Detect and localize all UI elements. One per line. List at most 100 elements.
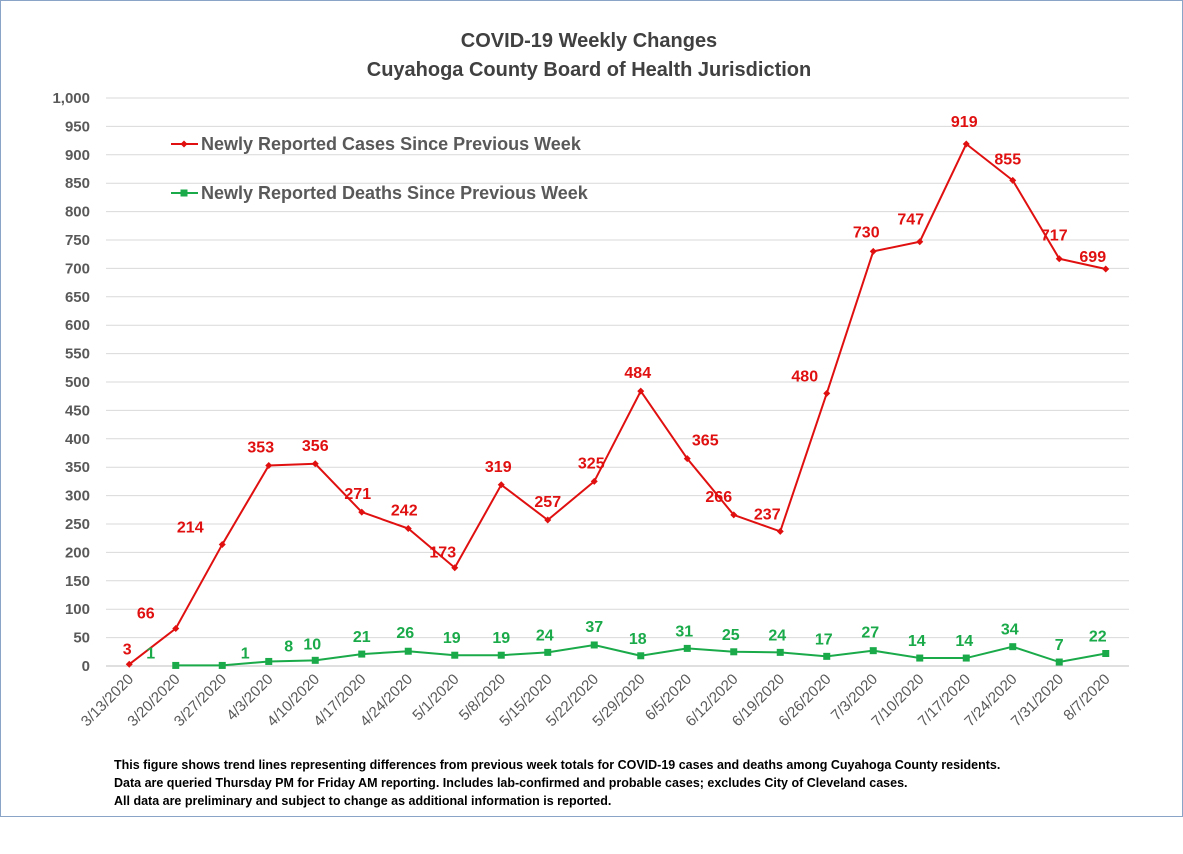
cases-point [1102,265,1110,273]
cases-data-label: 66 [137,606,155,623]
deaths-data-label: 22 [1089,629,1107,646]
deaths-data-label: 24 [768,627,786,644]
y-tick-label: 600 [65,317,90,334]
y-tick-label: 800 [65,204,90,221]
deaths-data-label: 19 [492,630,510,647]
deaths-point [823,652,831,660]
cases-data-label: 214 [177,519,204,536]
cases-data-label: 257 [534,494,561,511]
deaths-data-label: 34 [1001,622,1019,639]
deaths-data-label: 1 [241,645,250,662]
series-group [125,140,1110,669]
y-tick-label: 1,000 [52,90,90,107]
cases-data-label: 747 [897,212,924,229]
footnote-line-3: All data are preliminary and subject to … [114,794,612,808]
legend-marker [180,140,188,148]
legend: Newly Reported Cases Since Previous Week… [171,134,589,203]
deaths-data-label: 26 [396,625,414,642]
y-tick-label: 900 [65,147,90,164]
x-axis: 3/13/20203/20/20203/27/20204/3/20204/10/… [78,671,1114,730]
cases-point [730,511,738,519]
series-line-cases [128,142,1106,666]
gridlines [106,97,1129,667]
chart-frame: COVID-19 Weekly Changes Cuyahoga County … [0,0,1183,817]
deaths-data-label: 14 [955,633,973,650]
deaths-data-label: 7 [1055,637,1064,654]
cases-data-label: 717 [1041,228,1068,245]
deaths-point [1055,658,1063,666]
cases-point [125,660,133,668]
cases-point [916,238,924,246]
y-tick-label: 700 [65,260,90,277]
cases-data-label: 480 [791,368,818,385]
y-tick-label: 300 [65,488,90,505]
deaths-data-label: 1 [146,645,155,662]
y-tick-label: 250 [65,516,90,533]
deaths-point [962,654,970,662]
deaths-point [1102,650,1110,658]
cases-data-label: 730 [853,224,880,241]
cases-point [590,477,598,485]
footnote: This figure shows trend lines representi… [114,756,1000,810]
cases-point [962,140,970,148]
y-tick-label: 350 [65,459,90,476]
deaths-point [637,652,645,660]
deaths-point [544,648,552,656]
y-tick-label: 200 [65,544,90,561]
deaths-point [404,647,412,655]
y-tick-label: 100 [65,601,90,618]
cases-data-label: 356 [302,438,329,455]
x-tick-label: 8/7/2020 [1060,671,1113,724]
deaths-data-label: 10 [303,636,321,653]
cases-point [311,460,319,468]
y-tick-label: 750 [65,232,90,249]
deaths-data-label: 31 [675,623,693,640]
deaths-data-label: 25 [722,627,740,644]
deaths-point [590,641,598,649]
legend-marker [180,189,188,197]
footnote-line-2: Data are queried Thursday PM for Friday … [114,776,908,790]
deaths-data-label: 14 [908,633,926,650]
y-tick-label: 850 [65,175,90,192]
deaths-point [311,656,319,664]
legend-label: Newly Reported Deaths Since Previous Wee… [201,183,589,203]
cases-data-label: 353 [247,439,274,456]
cases-point [404,525,412,533]
cases-point [218,540,226,548]
y-tick-label: 400 [65,431,90,448]
cases-data-label: 325 [578,455,605,472]
cases-data-label: 3 [123,641,132,658]
y-tick-label: 450 [65,402,90,419]
cases-point [265,461,273,469]
cases-data-label: 237 [754,506,781,523]
deaths-point [730,648,738,656]
cases-data-label: 699 [1079,249,1106,266]
deaths-data-label: 27 [861,625,879,642]
deaths-point [451,651,459,659]
cases-point [544,516,552,524]
cases-data-label: 242 [391,503,418,520]
deaths-point [497,651,505,659]
chart-title-line-2: Cuyahoga County Board of Health Jurisdic… [367,59,811,81]
deaths-data-label: 24 [536,627,554,644]
deaths-data-label: 17 [815,631,833,648]
deaths-point [869,647,877,655]
cases-point [869,247,877,255]
deaths-point [683,644,691,652]
y-tick-label: 150 [65,573,90,590]
deaths-data-label: 18 [629,631,647,648]
cases-point [497,481,505,489]
footnote-line-1: This figure shows trend lines representi… [114,758,1001,772]
cases-point [637,387,645,395]
y-tick-label: 550 [65,346,90,363]
cases-point [823,389,831,397]
deaths-data-label: 8 [284,638,293,655]
cases-point [172,625,180,633]
line-chart: COVID-19 Weekly Changes Cuyahoga County … [52,30,1129,730]
cases-point [683,455,691,463]
y-tick-label: 650 [65,289,90,306]
cases-point [1009,176,1017,184]
deaths-point [218,661,226,669]
deaths-data-label: 19 [443,630,461,647]
